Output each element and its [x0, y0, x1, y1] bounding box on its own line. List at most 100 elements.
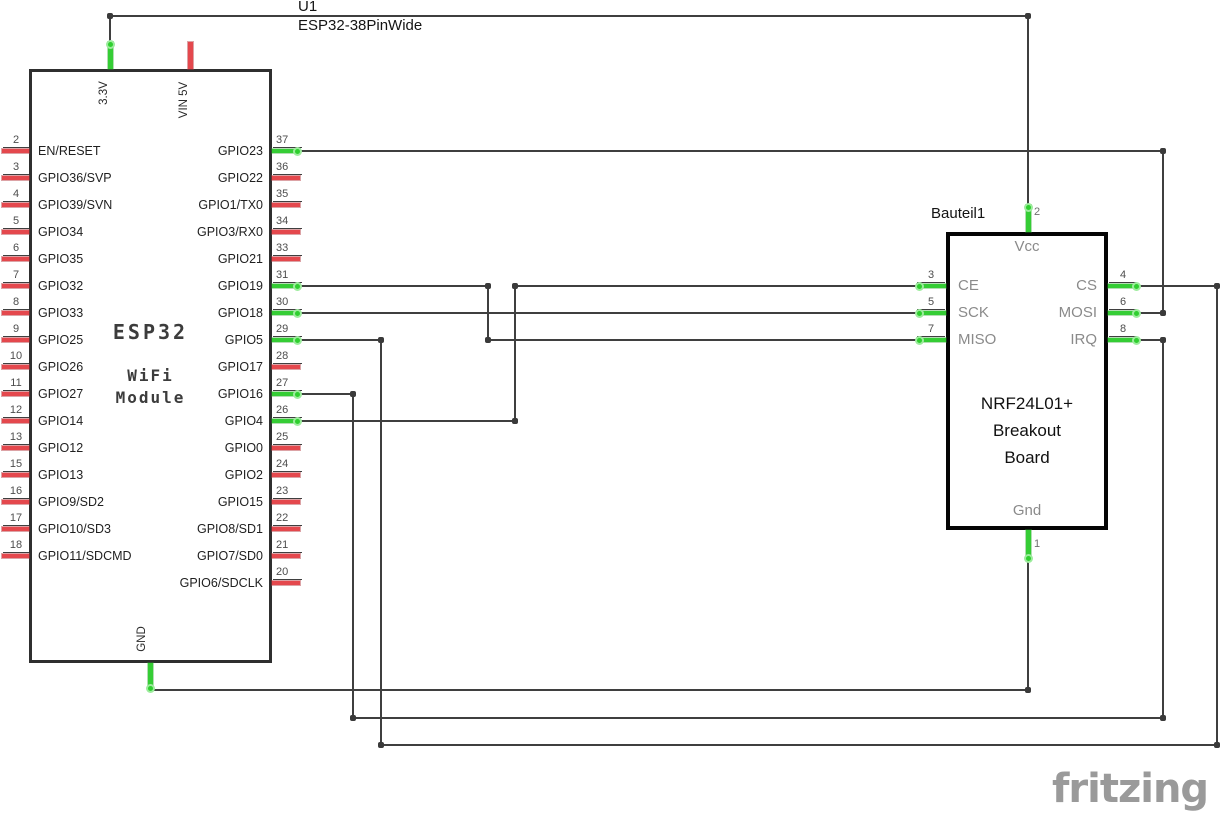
pin-connection-glow [915, 336, 924, 345]
pin-esp32-35[interactable] [272, 203, 300, 207]
pin-label-gpio22: GPIO22 [217, 171, 263, 185]
esp32-ref-designator[interactable]: U1 [298, 0, 318, 15]
pin-esp32-gnd[interactable] [148, 663, 153, 690]
wire-gpio23-to-mosi[interactable] [1162, 150, 1164, 314]
pin-esp32-8[interactable] [2, 311, 29, 315]
pin-number-4: 4 [3, 188, 29, 202]
pin-esp32-24[interactable] [272, 473, 300, 477]
wire-gpio23-to-mosi[interactable] [297, 150, 1164, 152]
pin-nrf-vcc[interactable] [1026, 205, 1031, 232]
wire-gnd-to-gnd[interactable] [1027, 559, 1029, 691]
nrf24l01-breakout-box[interactable] [946, 232, 1108, 530]
pin-label-gpio27: GPIO27 [38, 387, 84, 401]
pin-connection-glow [1132, 282, 1141, 291]
nrf-gnd-label: Gnd [1012, 502, 1042, 519]
pin-nrf-mosi[interactable] [1108, 311, 1137, 315]
pin-esp32-3-3v[interactable] [108, 42, 113, 69]
pin-label-gpio32: GPIO32 [38, 279, 84, 293]
pin-esp32-29[interactable] [272, 338, 300, 342]
pin-esp32-15[interactable] [2, 473, 29, 477]
pin-nrf-cs[interactable] [1108, 284, 1137, 288]
pin-esp32-17[interactable] [2, 527, 29, 531]
wire-junction-dot [1160, 310, 1166, 316]
pin-esp32-23[interactable] [272, 500, 300, 504]
pin-esp32-26[interactable] [272, 419, 300, 423]
wire-3v3-to-vcc[interactable] [109, 15, 111, 44]
pin-number-11: 11 [3, 377, 29, 391]
pin-number-2: 2 [1034, 206, 1041, 218]
pin-esp32-25[interactable] [272, 446, 300, 450]
pin-esp32-27[interactable] [272, 392, 300, 396]
pin-number-6: 6 [3, 242, 29, 256]
nrf-ref-designator[interactable]: Bauteil1 [931, 205, 986, 222]
pin-esp32-6[interactable] [2, 257, 29, 261]
pin-esp32-28[interactable] [272, 365, 300, 369]
wire-gpio5-to-cs[interactable] [1135, 285, 1218, 287]
pin-number-29: 29 [273, 323, 302, 337]
wire-gpio19-to-miso[interactable] [297, 285, 489, 287]
pin-label-gpio21: GPIO21 [217, 252, 263, 266]
wire-gpio4-to-ce[interactable] [514, 285, 919, 287]
pin-esp32-13[interactable] [2, 446, 29, 450]
pin-esp32-30[interactable] [272, 311, 300, 315]
pin-number-35: 35 [273, 188, 302, 202]
wire-gpio16-to-irq[interactable] [352, 393, 354, 719]
pin-number-34: 34 [273, 215, 302, 229]
pin-esp32-21[interactable] [272, 554, 300, 558]
pin-esp32-vin-5v[interactable] [188, 42, 193, 69]
wire-gpio16-to-irq[interactable] [297, 393, 354, 395]
wire-junction-dot [512, 418, 518, 424]
pin-number-4: 4 [1109, 269, 1137, 283]
pin-esp32-12[interactable] [2, 419, 29, 423]
wire-gpio5-to-cs[interactable] [380, 339, 382, 746]
pin-nrf-ce[interactable] [917, 284, 946, 288]
wire-gpio4-to-ce[interactable] [514, 285, 516, 422]
wire-3v3-to-vcc[interactable] [1027, 15, 1029, 207]
pin-nrf-sck[interactable] [917, 311, 946, 315]
pin-nrf-miso[interactable] [917, 338, 946, 342]
pin-nrf-irq[interactable] [1108, 338, 1137, 342]
wire-gpio23-to-mosi[interactable] [1135, 312, 1164, 314]
wire-gpio5-to-cs[interactable] [1216, 285, 1218, 746]
wire-gpio4-to-ce[interactable] [297, 420, 516, 422]
pin-esp32-5[interactable] [2, 230, 29, 234]
pin-esp32-34[interactable] [272, 230, 300, 234]
pin-number-7: 7 [3, 269, 29, 283]
wire-junction-dot [485, 283, 491, 289]
pin-esp32-33[interactable] [272, 257, 300, 261]
wire-gpio5-to-cs[interactable] [380, 744, 1218, 746]
esp32-part-name[interactable]: ESP32-38PinWide [298, 17, 423, 34]
pin-esp32-16[interactable] [2, 500, 29, 504]
pin-esp32-36[interactable] [272, 176, 300, 180]
pin-esp32-3[interactable] [2, 176, 29, 180]
esp32-module-box[interactable] [29, 69, 272, 663]
pin-esp32-18[interactable] [2, 554, 29, 558]
esp32-subtitle-wifi: WiFi [127, 366, 174, 385]
pin-esp32-7[interactable] [2, 284, 29, 288]
pin-label-gpio17: GPIO17 [217, 360, 263, 374]
wire-gpio16-to-irq[interactable] [352, 717, 1164, 719]
pin-connection-glow [293, 282, 302, 291]
pin-esp32-22[interactable] [272, 527, 300, 531]
pin-esp32-2[interactable] [2, 149, 29, 153]
wire-gnd-to-gnd[interactable] [149, 689, 1029, 691]
pin-number-33: 33 [273, 242, 302, 256]
pin-esp32-10[interactable] [2, 365, 29, 369]
pin-esp32-4[interactable] [2, 203, 29, 207]
wire-junction-dot [378, 337, 384, 343]
wire-gpio19-to-miso[interactable] [487, 339, 919, 341]
wire-gpio16-to-irq[interactable] [1135, 339, 1164, 341]
pin-esp32-20[interactable] [272, 581, 300, 585]
wire-3v3-to-vcc[interactable] [109, 15, 1029, 17]
pin-esp32-11[interactable] [2, 392, 29, 396]
pin-nrf-gnd[interactable] [1026, 530, 1031, 560]
wire-gpio5-to-cs[interactable] [297, 339, 382, 341]
pin-esp32-37[interactable] [272, 149, 300, 153]
pin-esp32-9[interactable] [2, 338, 29, 342]
wire-gpio16-to-irq[interactable] [1162, 339, 1164, 719]
pin-esp32-31[interactable] [272, 284, 300, 288]
wire-gpio18-to-sck[interactable] [297, 312, 919, 314]
pin-label-gpio36-svp: GPIO36/SVP [38, 171, 112, 185]
wire-junction-dot [485, 337, 491, 343]
